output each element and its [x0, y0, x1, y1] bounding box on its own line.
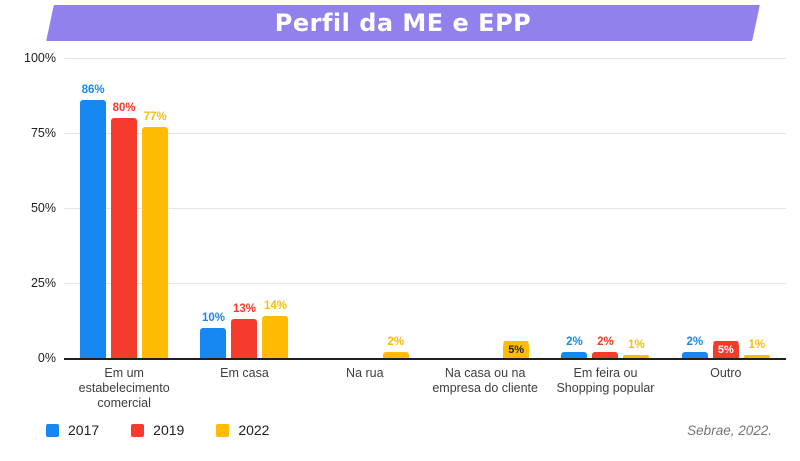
- bar-2022-em-um-estabelecimento-comercial: [142, 127, 169, 358]
- bar-slot-2017-na-casa-ou-na-empresa-do-cliente: [441, 58, 467, 358]
- bar-slot-2022-na-casa-ou-na-empresa-do-cliente: 5%: [503, 58, 530, 358]
- gridline-75: [64, 133, 786, 134]
- value-label-2017-em-casa: 10%: [201, 312, 225, 324]
- gridline-25: [64, 283, 786, 284]
- chart-title: Perfil da ME e EPP: [274, 9, 532, 37]
- bar-slot-2019-outro: 5%: [712, 58, 739, 358]
- value-label-2022-em-casa: 14%: [263, 300, 287, 312]
- bar-2019-em-feira-ou-shopping-popular: [592, 352, 619, 358]
- bar-groups: 86% 80% 77% 10% 13% 14% 2% 5% 2% 2% 1% 2% 5% 1%: [64, 58, 786, 358]
- bars-plot: 86% 80% 77% 10% 13% 14% 2% 5% 2% 2% 1% 2% 5% 1%: [64, 58, 786, 360]
- bar-2022-na-rua: [382, 352, 409, 358]
- bar-group-na-rua: 2%: [305, 58, 425, 358]
- y-tick-100: 100%: [24, 51, 56, 65]
- bar-slot-2019-em-um-estabelecimento-comercial: 80%: [111, 58, 138, 358]
- title-banner: Perfil da ME e EPP: [46, 5, 760, 41]
- x-label-na-casa-ou-na-empresa-do-cliente: Na casa ou na empresa do cliente: [432, 366, 538, 395]
- bar-slot-2022-outro: 1%: [743, 58, 770, 358]
- bar-2019-em-casa: [231, 319, 258, 358]
- bar-2017-em-casa: [200, 328, 227, 358]
- legend-label-2022: 2022: [238, 422, 270, 438]
- y-tick-0: 0%: [37, 351, 56, 365]
- bar-2019-em-um-estabelecimento-comercial: [111, 118, 138, 358]
- bar-slot-2017-em-feira-ou-shopping-popular: 2%: [561, 58, 588, 358]
- x-label-outro: Outro: [710, 366, 742, 380]
- bar-group-na-casa-ou-na-empresa-do-cliente: 5%: [425, 58, 545, 358]
- bar-2022-em-feira-ou-shopping-popular: [623, 355, 650, 358]
- value-label-2022-em-um-estabelecimento-comercial: 77%: [143, 111, 167, 123]
- y-tick-75: 75%: [30, 126, 56, 140]
- gridline-100: [64, 58, 786, 59]
- value-label-2017-em-feira-ou-shopping-popular: 2%: [566, 336, 583, 348]
- bar-group-em-feira-ou-shopping-popular: 2% 2% 1%: [545, 58, 665, 358]
- bar-slot-2019-em-casa: 13%: [231, 58, 258, 358]
- bar-2022-outro: [743, 355, 770, 358]
- bar-slot-2017-outro: 2%: [681, 58, 708, 358]
- plot-area: 100% 75% 50% 25% 0% 86% 80% 77% 10% 13% 14% 2% 5% 2%…: [0, 50, 800, 410]
- legend-item-2022: 2022: [216, 422, 269, 438]
- gridline-50: [64, 208, 786, 209]
- bar-slot-2017-em-um-estabelecimento-comercial: 86%: [80, 58, 107, 358]
- value-label-2022-na-rua: 2%: [387, 336, 405, 348]
- bar-2017-outro: [681, 352, 708, 358]
- bar-slot-2022-na-rua: 2%: [382, 58, 409, 358]
- legend-swatch-2022: [216, 423, 230, 437]
- x-label-em-casa: Em casa: [220, 366, 269, 380]
- bar-slot-2019-em-feira-ou-shopping-popular: 2%: [592, 58, 619, 358]
- bar-group-em-casa: 10% 13% 14%: [184, 58, 304, 358]
- bar-2022-em-casa: [262, 316, 289, 358]
- y-tick-50: 50%: [30, 201, 56, 215]
- x-label-em-um-estabelecimento-comercial: Em um estabelecimento comercial: [78, 366, 170, 410]
- x-label-em-feira-ou-shopping-popular: Em feira ou Shopping popular: [556, 366, 655, 395]
- value-label-2017-outro: 2%: [686, 336, 704, 348]
- legend-label-2017: 2017: [68, 422, 100, 438]
- bar-group-em-um-estabelecimento-comercial: 86% 80% 77%: [64, 58, 184, 358]
- source-citation: Sebrae, 2022.: [687, 423, 772, 438]
- bar-slot-2019-na-rua: [352, 58, 378, 358]
- bar-slot-2017-na-rua: [321, 58, 347, 358]
- legend: 2017 2019 2022: [46, 422, 269, 438]
- value-label-2022-outro: 1%: [748, 339, 766, 351]
- y-tick-25: 25%: [30, 276, 56, 290]
- bar-2017-em-um-estabelecimento-comercial: [80, 100, 107, 358]
- legend-item-2017: 2017: [46, 422, 99, 438]
- y-axis-ticks: 100% 75% 50% 25% 0%: [0, 50, 56, 366]
- value-label-2019-em-casa: 13%: [232, 303, 256, 315]
- legend-swatch-2017: [46, 423, 59, 437]
- bar-group-outro: 2% 5% 1%: [666, 58, 786, 358]
- legend-label-2019: 2019: [153, 422, 185, 438]
- x-label-na-rua: Na rua: [346, 366, 384, 380]
- bar-2017-em-feira-ou-shopping-popular: [561, 352, 588, 358]
- value-label-2019-em-um-estabelecimento-comercial: 80%: [112, 102, 136, 114]
- bar-slot-2019-na-casa-ou-na-empresa-do-cliente: [472, 58, 498, 358]
- value-label-2019-em-feira-ou-shopping-popular: 2%: [597, 336, 614, 348]
- bar-slot-2022-em-um-estabelecimento-comercial: 77%: [142, 58, 169, 358]
- legend-swatch-2019: [131, 423, 145, 437]
- x-axis-labels: Em um estabelecimento comercial Em casa Na…: [64, 366, 786, 410]
- value-label-2017-em-um-estabelecimento-comercial: 86%: [81, 84, 105, 96]
- bar-slot-2017-em-casa: 10%: [200, 58, 227, 358]
- bar-slot-2022-em-casa: 14%: [262, 58, 289, 358]
- value-chip-2019-outro: 5%: [713, 341, 739, 358]
- value-label-2022-em-feira-ou-shopping-popular: 1%: [628, 339, 645, 351]
- value-chip-2022-na-casa-ou-na-empresa-do-cliente: 5%: [503, 341, 529, 358]
- bar-slot-2022-em-feira-ou-shopping-popular: 1%: [623, 58, 650, 358]
- legend-item-2019: 2019: [131, 422, 184, 438]
